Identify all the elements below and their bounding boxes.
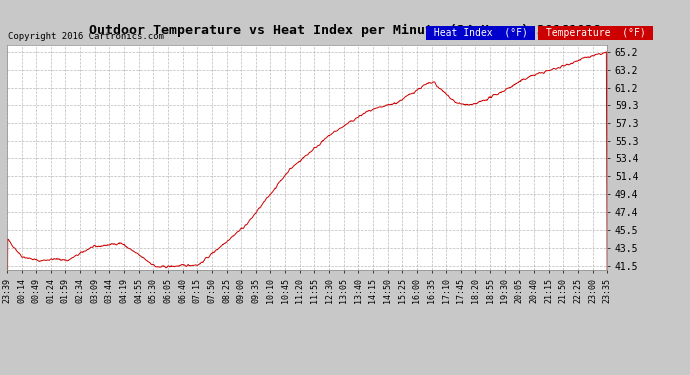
- Text: Temperature  (°F): Temperature (°F): [540, 28, 651, 38]
- Text: Outdoor Temperature vs Heat Index per Minute (24 Hours) 20161028: Outdoor Temperature vs Heat Index per Mi…: [89, 24, 601, 38]
- Text: Heat Index  (°F): Heat Index (°F): [428, 28, 533, 38]
- Text: Copyright 2016 Cartronics.com: Copyright 2016 Cartronics.com: [8, 32, 164, 41]
